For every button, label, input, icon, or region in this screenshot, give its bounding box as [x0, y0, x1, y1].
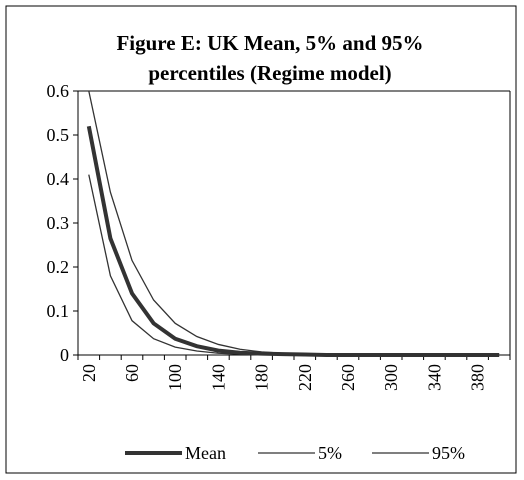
x-tick-label: 300 — [381, 364, 401, 391]
legend-label: 95% — [432, 443, 465, 463]
series-line — [88, 90, 500, 356]
y-tick-label: 0.2 — [47, 257, 70, 277]
y-tick-label: 0 — [60, 345, 69, 365]
y-tick-label: 0.6 — [47, 81, 70, 101]
x-tick-label: 380 — [468, 364, 488, 391]
x-tick-label: 140 — [208, 364, 228, 391]
legend-label: 5% — [318, 443, 342, 463]
chart-title: Figure E: UK Mean, 5% and 95% percentile… — [116, 31, 424, 85]
x-tick-label: 340 — [424, 364, 444, 391]
x-tick-label: 260 — [338, 364, 358, 391]
legend-label: Mean — [185, 443, 226, 463]
y-tick-label: 0.4 — [47, 169, 70, 189]
x-tick-label: 60 — [122, 364, 142, 382]
y-tick-label: 0.5 — [47, 125, 70, 145]
y-tick-label: 0.1 — [47, 301, 70, 321]
border — [5, 5, 517, 474]
x-tick-label: 100 — [165, 364, 185, 391]
x-tick-label: 220 — [295, 364, 315, 391]
x-tick-label: 180 — [252, 364, 272, 391]
x-tick-label: 20 — [79, 364, 99, 382]
y-tick-label: 0.3 — [47, 213, 70, 233]
